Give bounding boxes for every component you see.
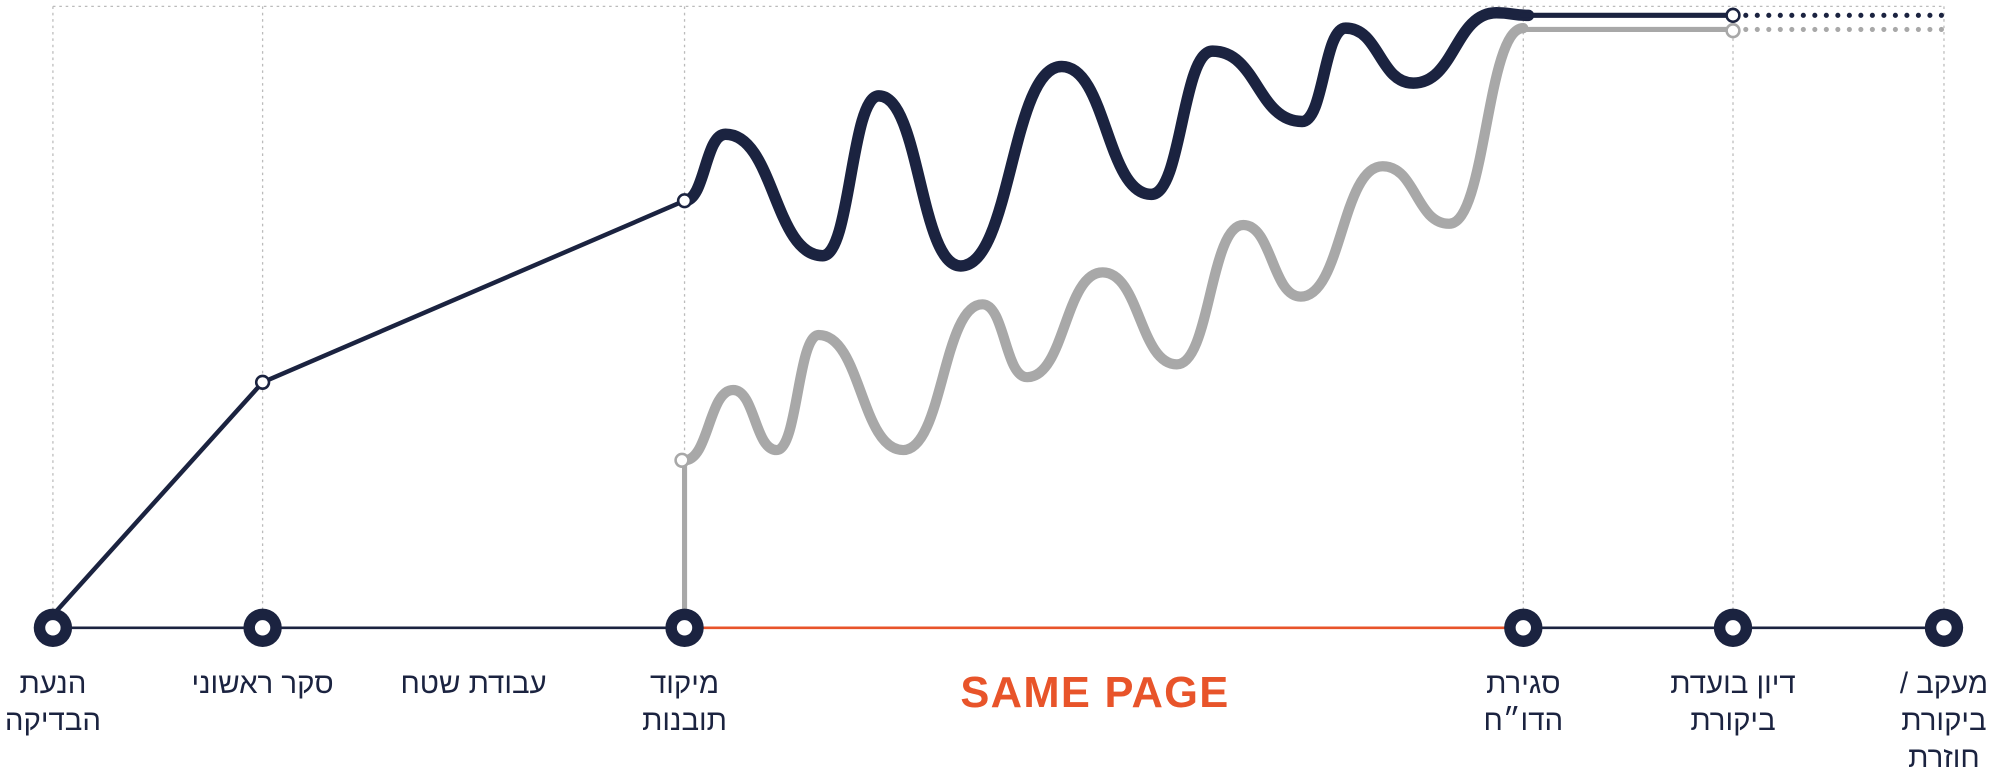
milestone-nodes xyxy=(33,608,1964,647)
milestone-node-center xyxy=(1725,620,1741,636)
milestone-label: הבדיקה xyxy=(5,704,101,737)
dark-intro-line xyxy=(50,198,687,618)
milestone-label: מעקב / xyxy=(1900,667,1988,700)
joint xyxy=(254,374,271,390)
milestone-label: דיון בועדת xyxy=(1670,667,1795,700)
joint xyxy=(1725,7,1741,24)
milestone-label: ביקורת xyxy=(1901,704,1986,737)
joint xyxy=(1725,23,1741,39)
joint xyxy=(674,452,690,468)
phase-label: עבודת שטח xyxy=(400,667,546,700)
milestone-node-center xyxy=(1515,620,1531,636)
joints xyxy=(254,7,1741,468)
milestone-label: סגירת xyxy=(1486,667,1560,700)
milestone-label: ביקורת xyxy=(1690,704,1775,737)
milestone-label: הנעת xyxy=(19,667,86,700)
labels: עבודת שטח SAME PAGE הנעת הבדיקה סקר ראשוני… xyxy=(5,667,1988,771)
milestone-node-center xyxy=(1936,620,1952,636)
milestone-label: הדו״ח xyxy=(1483,704,1563,737)
milestone-node-center xyxy=(676,620,693,636)
milestone-label: חוזרת xyxy=(1908,741,1980,771)
dark-wave xyxy=(678,7,1535,272)
gray-wave xyxy=(679,23,1529,466)
joint xyxy=(676,193,693,209)
milestone-label: מיקוד xyxy=(650,667,719,700)
highlight-label: SAME PAGE xyxy=(960,669,1229,717)
milestone-label: תובנות xyxy=(642,704,727,737)
milestone-label: סקר ראשוני xyxy=(192,667,334,700)
milestone-node-center xyxy=(45,620,61,636)
milestone-node-center xyxy=(254,620,271,636)
curves xyxy=(50,7,1947,631)
